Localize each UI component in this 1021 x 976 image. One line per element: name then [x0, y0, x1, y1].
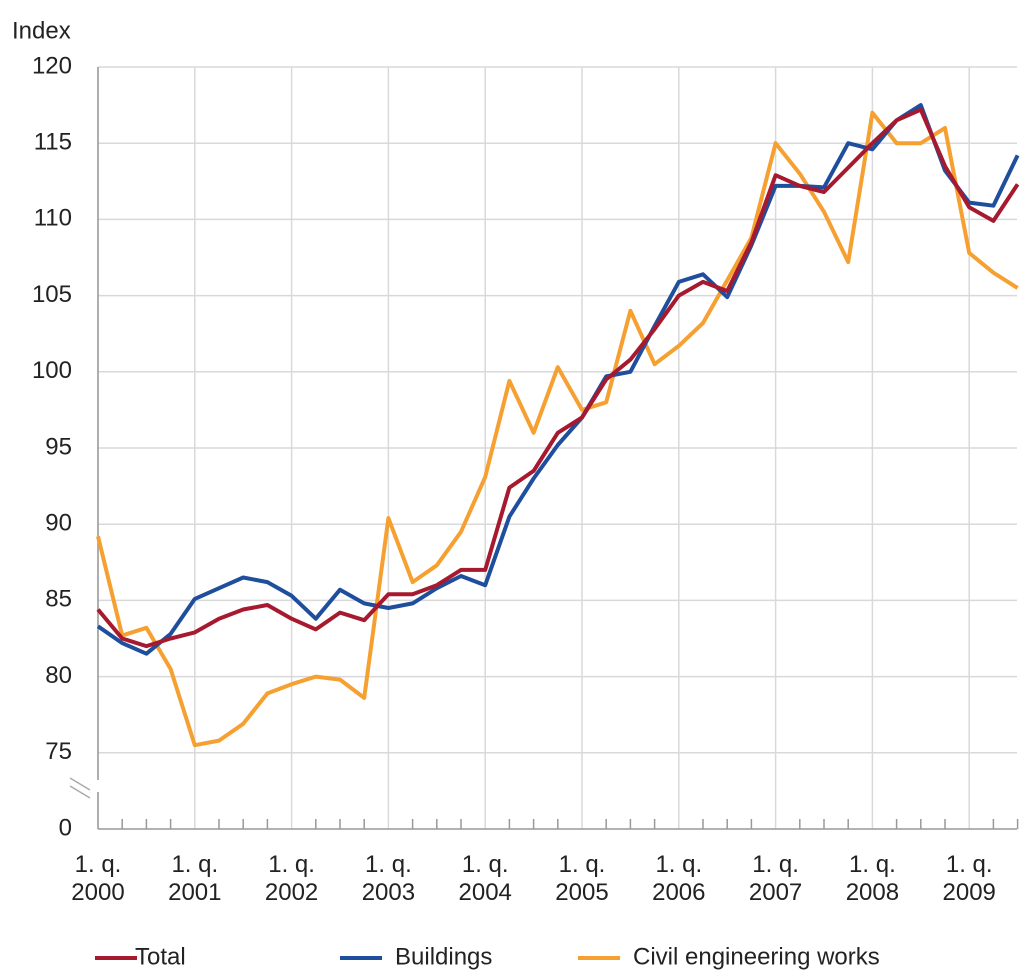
y-tick-label: 110 — [34, 205, 72, 232]
x-tick-label: 1. q. 2005 — [555, 851, 608, 906]
x-tick-label: 1. q. 2003 — [362, 851, 415, 906]
x-tick-label: 1. q. 2001 — [168, 851, 221, 906]
series-line — [96, 107, 1020, 649]
y-tick-label: 85 — [45, 586, 72, 613]
legend-label: Civil engineering works — [633, 943, 880, 970]
y-tick-label: 100 — [32, 357, 72, 384]
x-tick-label: 1. q. 2009 — [943, 851, 996, 906]
axis-break-gap — [88, 780, 108, 792]
series-line — [96, 110, 1019, 748]
x-tick-label: 1. q. 2000 — [71, 851, 124, 906]
x-tick-label: 1. q. 2007 — [749, 851, 802, 906]
y-tick-label: 0 — [59, 814, 72, 841]
y-tick-label: 75 — [45, 738, 72, 765]
series-line — [96, 103, 1020, 656]
y-tick-label: 115 — [34, 129, 72, 156]
axis-break — [69, 777, 91, 791]
y-axis-label: Index — [12, 17, 71, 44]
x-tick-label: 1. q. 2008 — [846, 851, 899, 906]
x-tick-label: 1. q. 2004 — [459, 851, 512, 906]
y-tick-label: 105 — [32, 281, 72, 308]
x-tick-label: 1. q. 2006 — [652, 851, 705, 906]
y-tick-label: 90 — [45, 510, 72, 537]
y-tick-label: 95 — [45, 433, 72, 460]
y-tick-label: 80 — [45, 662, 72, 689]
axis-break — [69, 785, 91, 799]
x-tick-label: 1. q. 2002 — [265, 851, 318, 906]
y-tick-label: 120 — [32, 52, 72, 79]
legend-label: Total — [135, 943, 186, 970]
legend-label: Buildings — [395, 943, 492, 970]
